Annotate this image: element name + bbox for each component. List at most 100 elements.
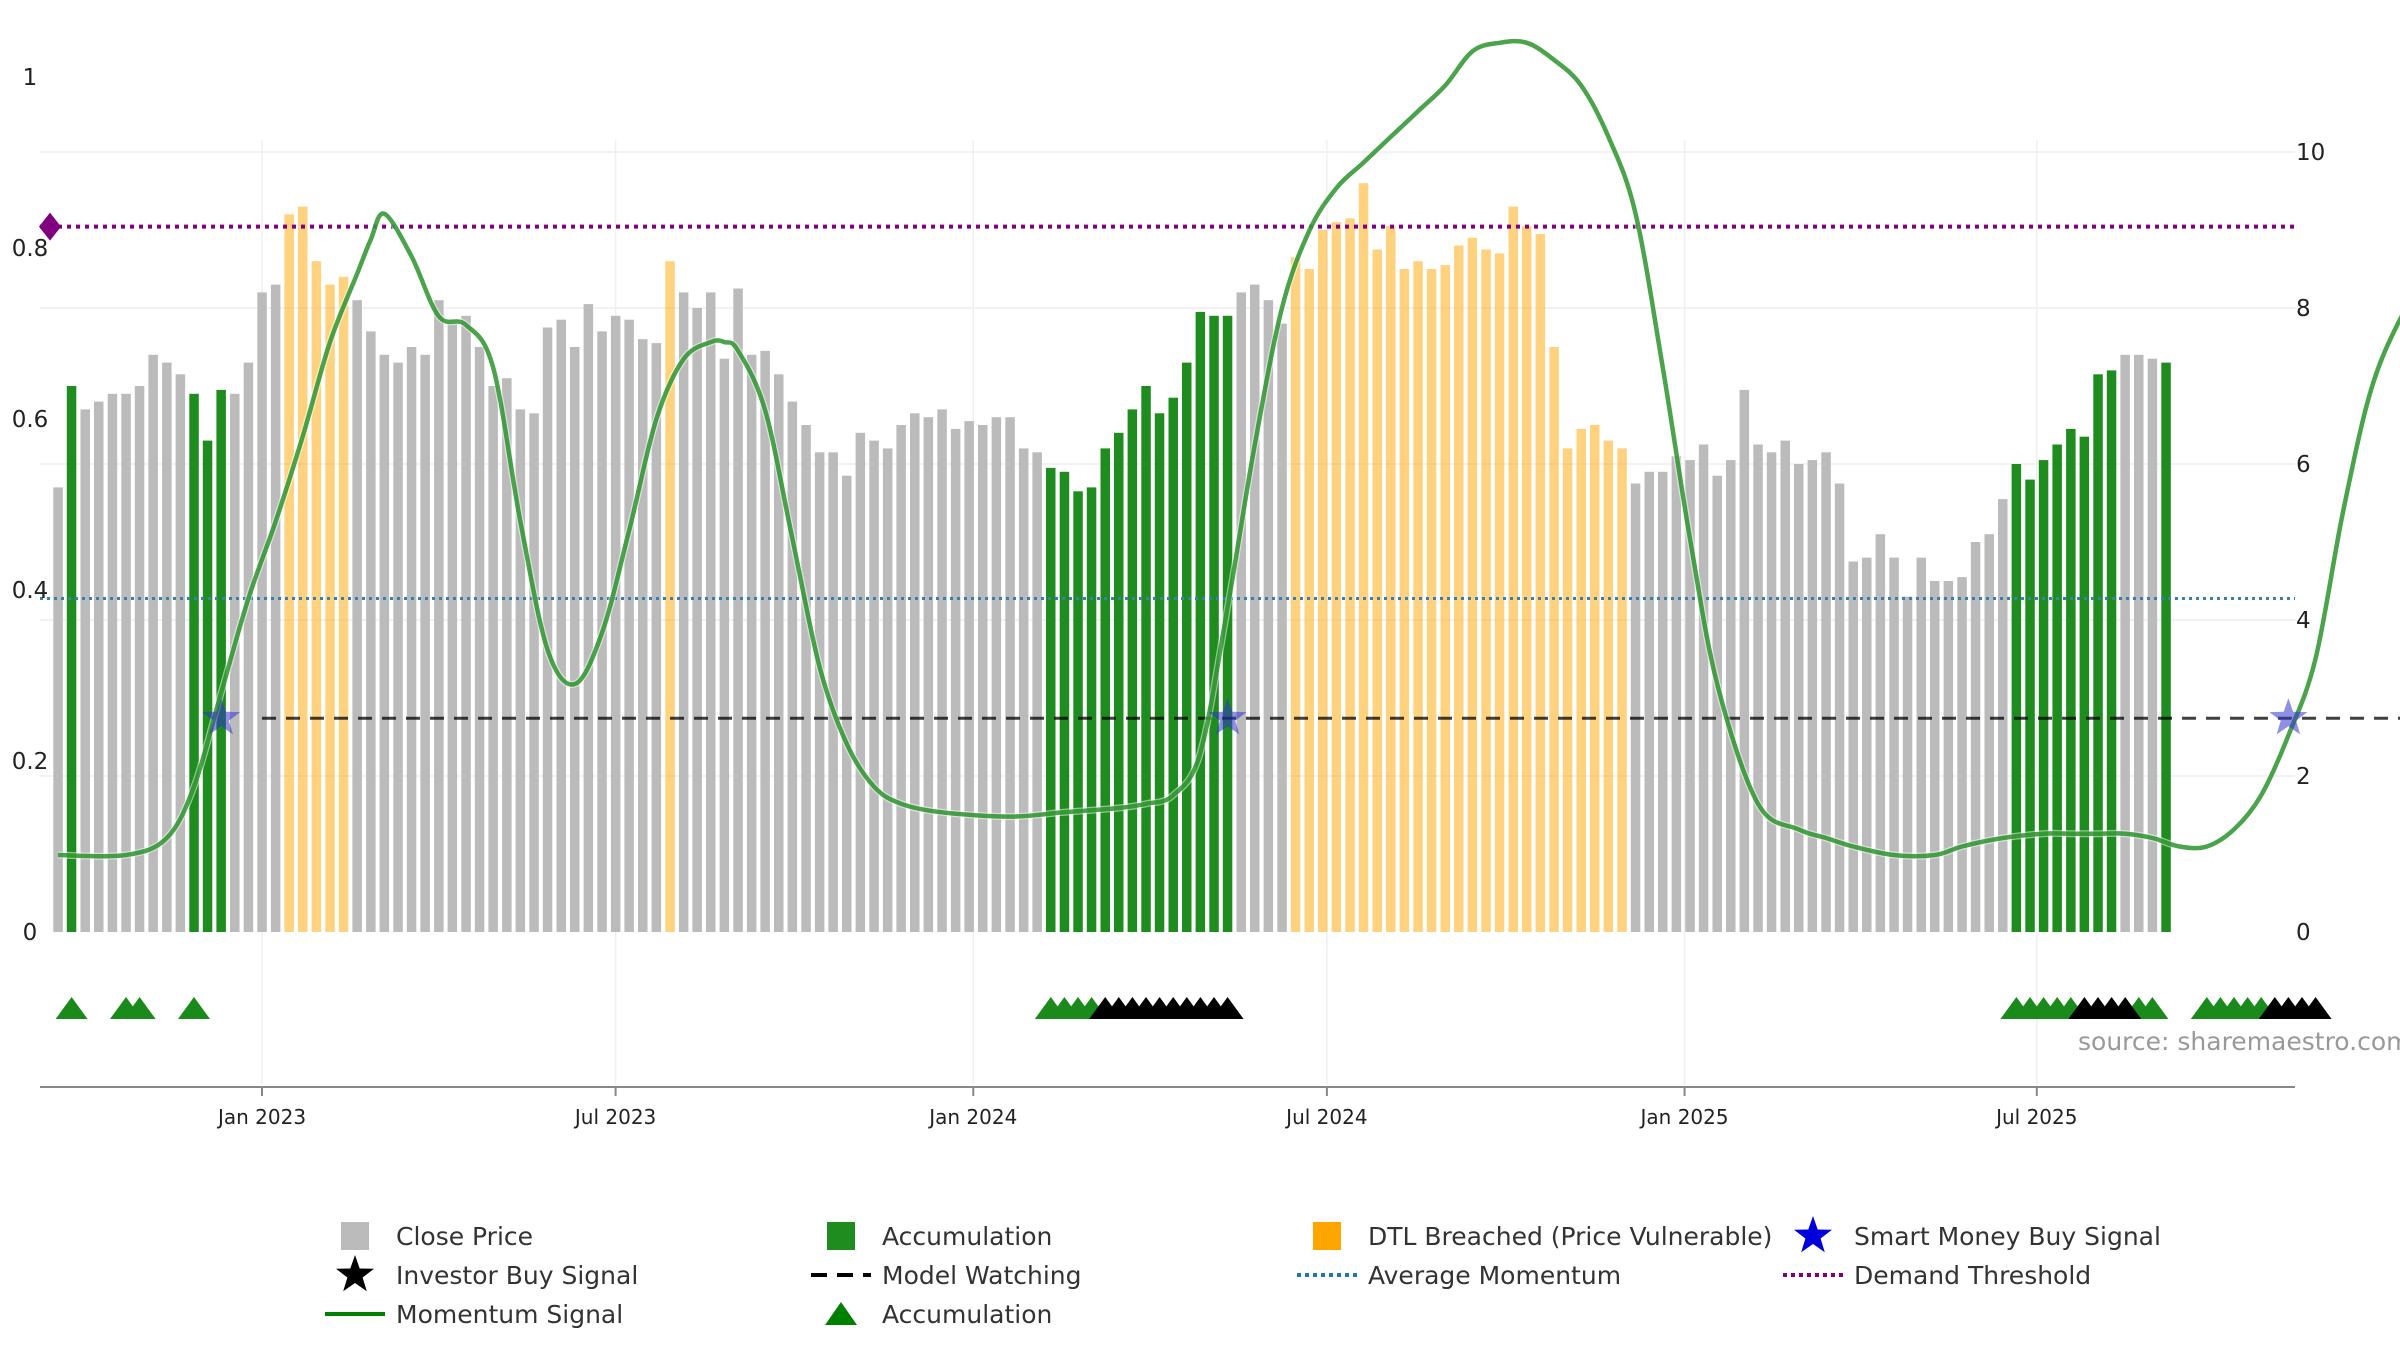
accumulation-bar: [1114, 432, 1124, 932]
close-price-bar: [855, 432, 866, 932]
accumulation-marker: [2136, 997, 2169, 1019]
dtl-breached-bar: [1522, 226, 1532, 933]
legend-swatch-square: [341, 1222, 369, 1250]
legend-swatch-star: [1794, 1216, 1832, 1253]
close-price-bar: [502, 378, 512, 932]
accumulation-bar: [2038, 460, 2049, 932]
close-price-bar: [2147, 358, 2158, 932]
close-price-bar: [1032, 452, 1042, 932]
close-price-bar: [148, 354, 158, 932]
legend-item: Accumulation: [825, 1300, 1052, 1329]
close-price-bar: [1739, 389, 1750, 932]
accumulation-marker: [123, 997, 156, 1019]
close-price-bar: [529, 413, 539, 932]
close-price-bar: [270, 284, 281, 933]
legend-label: Accumulation: [882, 1222, 1052, 1251]
accumulation-bar: [2093, 374, 2103, 932]
legend-item: Close Price: [341, 1222, 533, 1251]
x-axis-tick-label: Jan 2025: [1639, 1105, 1729, 1129]
legend-item: Accumulation: [827, 1222, 1052, 1251]
close-price-bar: [134, 386, 145, 932]
dtl-breached-bar: [1304, 269, 1314, 932]
dtl-breached-bar: [1318, 230, 1328, 932]
demand-threshold-marker: [39, 212, 61, 241]
accumulation-marker: [55, 997, 88, 1019]
smart-money-buy-signal: [202, 698, 241, 735]
accumulation-bar: [1100, 448, 1110, 932]
x-axis-tick-label: Jul 2025: [1994, 1105, 2077, 1129]
dtl-breached-bar: [284, 214, 294, 932]
close-price-bar: [1630, 483, 1641, 932]
x-axis-tick-label: Jul 2023: [573, 1105, 656, 1129]
accumulation-bar: [2025, 479, 2035, 932]
close-price-bar: [1807, 460, 1818, 932]
close-price-bar: [760, 350, 770, 932]
dtl-breached-bar: [1576, 428, 1586, 932]
accumulation-bar: [1127, 409, 1138, 932]
close-price-bar: [991, 417, 1002, 932]
close-price-bar: [230, 393, 240, 932]
legend-item: DTL Breached (Price Vulnerable): [1313, 1222, 1772, 1251]
close-price-bar: [1930, 581, 1940, 932]
dtl-breached-bar: [1549, 347, 1559, 932]
close-price-bar: [1957, 577, 1967, 932]
dtl-breached-bar: [1372, 249, 1382, 932]
dtl-breached-bar: [1331, 222, 1342, 932]
close-price-bar: [1916, 557, 1926, 932]
close-price-bar: [488, 386, 498, 932]
right-axis-tick-label: 8: [2296, 296, 2311, 322]
accumulation-bar: [1059, 471, 1070, 932]
left-axis-tick-label: 0.6: [12, 407, 49, 433]
left-axis-tick-label: 0.4: [12, 578, 49, 604]
legend-label: DTL Breached (Price Vulnerable): [1368, 1222, 1772, 1251]
close-price-bar: [1970, 542, 1981, 932]
close-price-bar: [94, 401, 104, 933]
legend-label: Model Watching: [882, 1261, 1082, 1290]
accumulation-bar: [2011, 464, 2022, 932]
close-price-bar: [978, 425, 988, 932]
close-price-bar: [379, 354, 390, 932]
close-price-bar: [1277, 323, 1287, 933]
close-price-bar: [1698, 444, 1709, 932]
close-price-bar: [774, 374, 784, 932]
investor-buy-marker: [2299, 997, 2332, 1019]
close-price-bar: [556, 319, 566, 932]
close-price-bar: [1794, 464, 1804, 932]
close-price-bar: [678, 292, 689, 932]
close-price-bar: [1862, 557, 1872, 932]
dtl-breached-bar: [1603, 440, 1614, 932]
close-price-bar: [651, 343, 662, 933]
legend-swatch-star: [336, 1255, 374, 1292]
accumulation-bar: [1168, 397, 1178, 932]
accumulation-bar: [2079, 436, 2090, 932]
close-price-bar: [1236, 292, 1246, 932]
close-price-bar: [746, 354, 757, 932]
legend-item: Demand Threshold: [1783, 1261, 2091, 1290]
left-axis-tick-label: 1: [23, 65, 38, 91]
dtl-breached-bar: [1290, 257, 1301, 932]
accumulation-bar: [189, 393, 199, 932]
close-price-bar: [910, 413, 920, 932]
close-price-bar: [175, 374, 186, 932]
close-price-bar: [1821, 452, 1831, 932]
close-price-bar: [896, 425, 906, 932]
close-price-bar: [1685, 460, 1695, 932]
dtl-breached-bar: [1426, 269, 1437, 932]
smart-money-buy-signal: [2269, 698, 2308, 735]
dtl-breached-bar: [1617, 448, 1627, 932]
close-price-bar: [80, 409, 90, 932]
investor-buy-marker: [1211, 997, 1244, 1019]
left-axis-tick-label: 0.2: [12, 749, 49, 775]
close-price-bar: [1943, 581, 1954, 932]
dtl-breached-bar: [1508, 206, 1518, 933]
dtl-breached-bar: [1590, 425, 1600, 932]
close-price-bar: [610, 315, 621, 932]
close-price-bar: [243, 362, 254, 933]
accumulation-bar: [1182, 362, 1192, 933]
legend-label: Accumulation: [882, 1300, 1052, 1329]
close-price-bar: [624, 319, 634, 932]
x-axis-tick-label: Jul 2024: [1284, 1105, 1367, 1129]
close-price-bar: [1889, 557, 1899, 932]
close-price-bar: [1263, 300, 1274, 932]
